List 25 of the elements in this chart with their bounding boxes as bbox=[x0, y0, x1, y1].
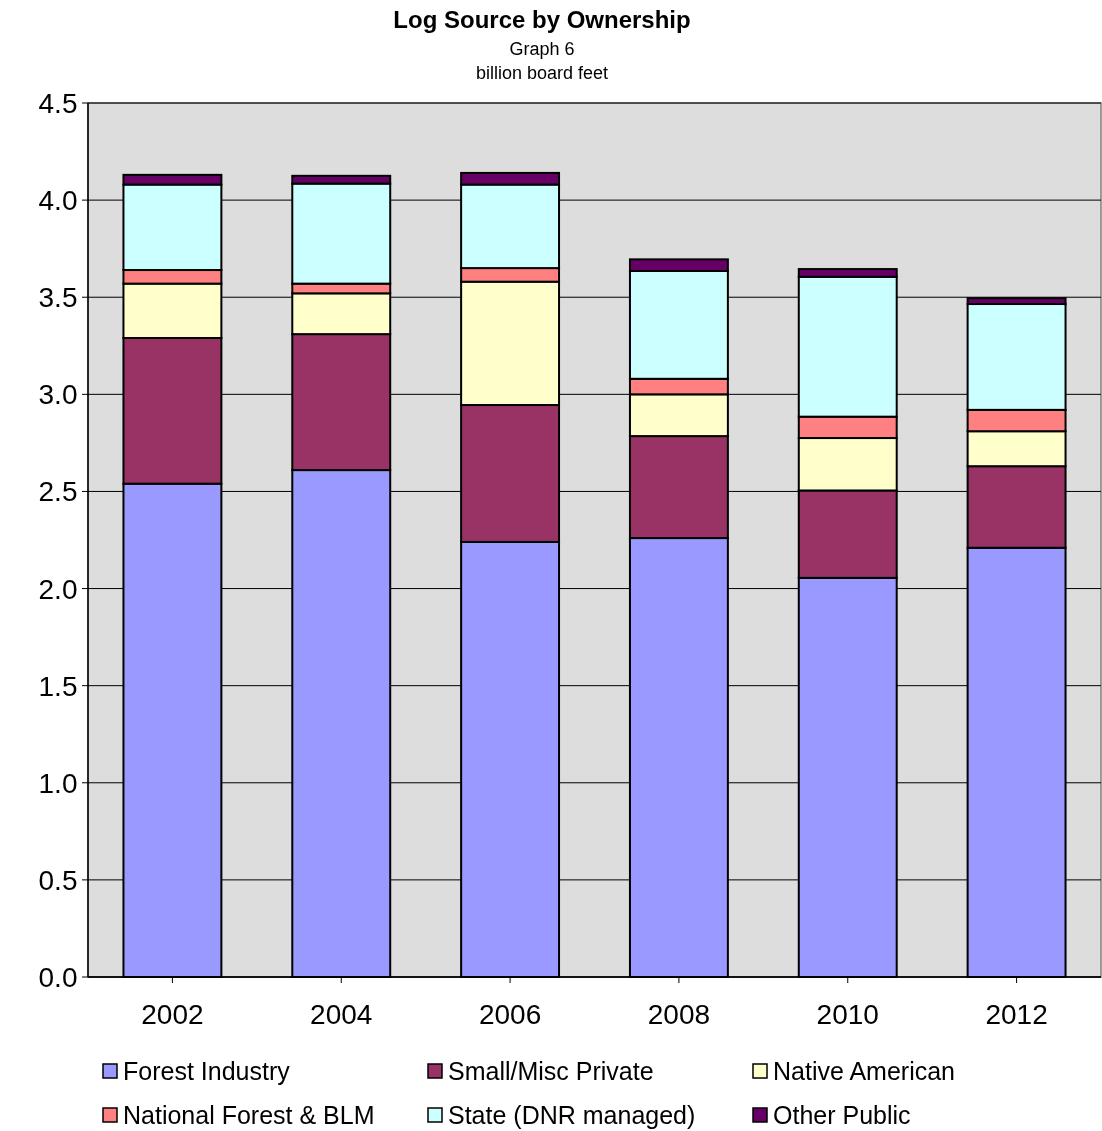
y-tick-label: 1.5 bbox=[38, 670, 78, 702]
y-tick-label: 2.5 bbox=[38, 476, 78, 508]
legend-label: Small/Misc Private bbox=[448, 1057, 654, 1085]
legend-label: Native American bbox=[773, 1057, 956, 1085]
y-tick-label: 1.0 bbox=[38, 767, 78, 799]
x-tick-label: 2004 bbox=[310, 999, 373, 1030]
legend-label: Forest Industry bbox=[123, 1057, 291, 1085]
legend-label: Other Public bbox=[773, 1101, 911, 1129]
y-axis-title: billion board feet bbox=[475, 63, 609, 83]
x-tick-label: 2006 bbox=[478, 999, 542, 1030]
y-tick-label: 4.5 bbox=[38, 88, 78, 119]
legend-label: National Forest & BLM bbox=[123, 1101, 375, 1129]
y-tick-label: 3.5 bbox=[38, 282, 78, 314]
x-tick-label: 2002 bbox=[141, 999, 204, 1030]
x-tick-label: 2012 bbox=[985, 999, 1048, 1030]
chart-subtitle: Graph 6 bbox=[509, 39, 575, 59]
legend-label: State (DNR managed) bbox=[448, 1101, 696, 1129]
y-tick-label: 4.0 bbox=[38, 185, 78, 217]
y-tick-label: 2.0 bbox=[38, 573, 78, 605]
chart-title: Log Source by Ownership bbox=[393, 6, 691, 33]
y-tick-label: 0.5 bbox=[38, 864, 78, 896]
y-tick-label: 3.0 bbox=[38, 379, 78, 411]
x-tick-label: 2010 bbox=[816, 999, 879, 1030]
y-tick-label: 0.0 bbox=[38, 962, 78, 993]
x-tick-label: 2008 bbox=[647, 999, 711, 1030]
